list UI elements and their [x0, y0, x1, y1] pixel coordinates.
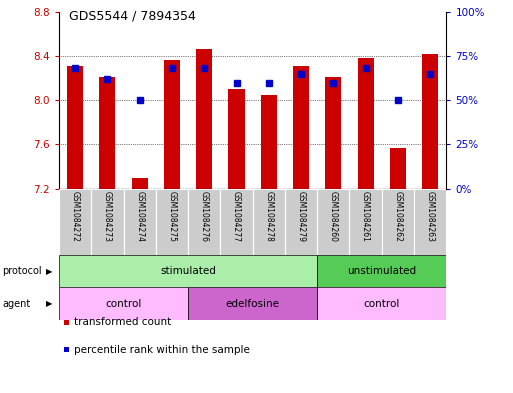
Bar [349, 189, 382, 255]
Bar [317, 255, 446, 287]
Bar [132, 178, 148, 189]
Text: unstimulated: unstimulated [347, 266, 417, 276]
Text: GSM1084262: GSM1084262 [393, 191, 402, 242]
Bar [285, 189, 317, 255]
Bar [91, 189, 124, 255]
Text: GSM1084272: GSM1084272 [71, 191, 80, 242]
Bar [252, 189, 285, 255]
Text: GSM1084279: GSM1084279 [297, 191, 306, 242]
Bar [382, 189, 414, 255]
Bar [221, 189, 252, 255]
Bar [325, 77, 342, 189]
Bar [67, 66, 83, 189]
Bar [293, 66, 309, 189]
Text: protocol: protocol [3, 266, 42, 276]
Bar [59, 287, 188, 320]
Bar [164, 61, 180, 189]
Bar [59, 189, 91, 255]
Text: control: control [364, 299, 400, 309]
Bar [196, 50, 212, 189]
Text: GSM1084275: GSM1084275 [167, 191, 176, 242]
Text: transformed count: transformed count [74, 317, 171, 327]
Bar [422, 54, 438, 189]
Text: GSM1084263: GSM1084263 [426, 191, 435, 242]
Text: GSM1084261: GSM1084261 [361, 191, 370, 242]
Bar [156, 189, 188, 255]
Bar [390, 148, 406, 189]
Text: GSM1084274: GSM1084274 [135, 191, 144, 242]
Text: GSM1084260: GSM1084260 [329, 191, 338, 242]
Text: control: control [105, 299, 142, 309]
Text: stimulated: stimulated [160, 266, 216, 276]
Bar [188, 189, 221, 255]
Text: ▶: ▶ [46, 299, 53, 308]
Bar [59, 255, 317, 287]
Text: edelfosine: edelfosine [226, 299, 280, 309]
Bar [261, 95, 277, 189]
Text: ▶: ▶ [46, 267, 53, 275]
Bar [414, 189, 446, 255]
Text: agent: agent [3, 299, 31, 309]
Text: percentile rank within the sample: percentile rank within the sample [74, 345, 250, 355]
Bar [317, 189, 349, 255]
Bar [188, 287, 317, 320]
Bar [100, 77, 115, 189]
Bar [358, 58, 373, 189]
Bar [317, 287, 446, 320]
Text: GSM1084277: GSM1084277 [232, 191, 241, 242]
Bar [228, 89, 245, 189]
Text: GDS5544 / 7894354: GDS5544 / 7894354 [69, 10, 196, 23]
Bar [124, 189, 156, 255]
Text: GSM1084273: GSM1084273 [103, 191, 112, 242]
Text: GSM1084276: GSM1084276 [200, 191, 209, 242]
Text: GSM1084278: GSM1084278 [264, 191, 273, 242]
